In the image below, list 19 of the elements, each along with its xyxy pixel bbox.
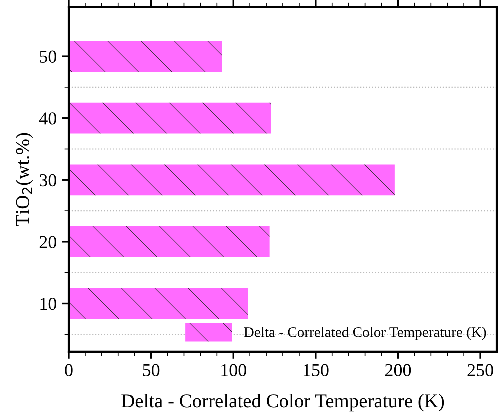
x-tick-label: 250 (468, 364, 494, 376)
x-tick-label: 50 (143, 364, 160, 376)
y-axis-title: TiO$_{2}$(wt.%) (16, 133, 34, 226)
x-tick-label: 0 (65, 364, 73, 376)
y-tick-label: 20 (40, 236, 57, 248)
y-tick-label: 10 (40, 298, 57, 310)
bar (69, 102, 272, 134)
bar (69, 288, 248, 320)
y-tick-label: 50 (40, 50, 57, 63)
x-axis-title: Delta - Correlated Color Temperature (K) (122, 394, 444, 412)
bar (69, 226, 270, 258)
x-tick-label: 150 (304, 364, 329, 376)
legend-label: Delta - Correlated Color Temperature (K) (244, 327, 486, 340)
bar (69, 164, 395, 196)
bar (69, 41, 222, 72)
x-tick-label: 100 (222, 364, 246, 376)
y-tick-label: 40 (39, 112, 57, 125)
y-tick-label: 30 (40, 174, 57, 187)
x-tick-label: 200 (385, 364, 412, 376)
